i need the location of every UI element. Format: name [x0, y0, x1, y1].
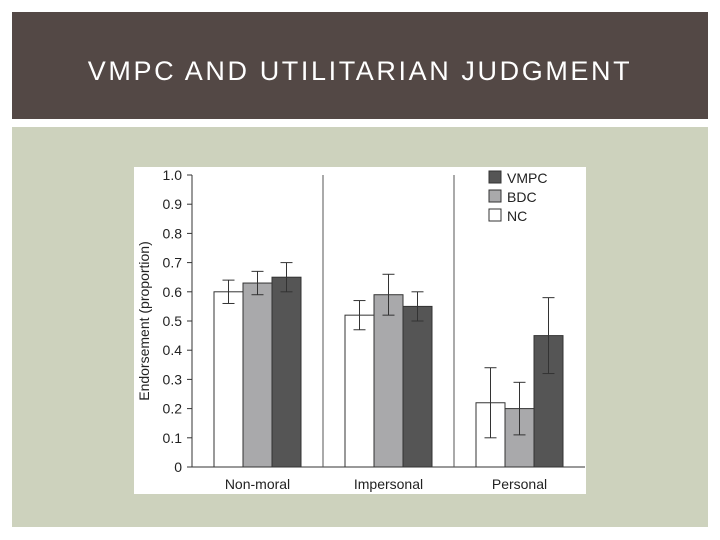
y-tick-label: 0.5 [163, 313, 183, 329]
x-tick-label: Non-moral [225, 476, 290, 492]
bar-nc [213, 291, 244, 468]
y-tick-label: 0 [174, 459, 182, 475]
y-tick-label: 0.6 [163, 284, 183, 300]
legend-swatch-nc [488, 208, 502, 222]
y-tick-label: 0.8 [163, 225, 183, 241]
slide-title: VMPC AND UTILITARIAN JUDGMENT [87, 56, 633, 86]
content-area: 0 0.1 0.2 0.3 0.4 0.5 0.6 0.7 0.8 0.9 1.0 Endorseme… [12, 127, 708, 527]
legend-label-vmpc: VMPC [507, 170, 547, 186]
chart-panel: 0 0.1 0.2 0.3 0.4 0.5 0.6 0.7 0.8 0.9 1.0 Endorseme… [134, 167, 586, 494]
legend-label-bdc: BDC [507, 189, 537, 205]
bar-bdc [373, 294, 404, 468]
x-tick-label: Personal [492, 476, 547, 492]
y-tick-label: 0.1 [163, 430, 183, 446]
y-tick-label: 0.4 [163, 342, 183, 358]
y-tick-label: 0.9 [163, 196, 183, 212]
bar-nc [344, 314, 375, 468]
bar-vmpc [402, 305, 433, 468]
y-tick-label: 0.2 [163, 401, 183, 417]
title-bar: VMPC AND UTILITARIAN JUDGMENT [12, 12, 708, 119]
legend-swatch-bdc [488, 189, 502, 203]
bar-vmpc [271, 276, 302, 468]
bar-bdc [242, 282, 273, 468]
bar-bdc [504, 408, 535, 468]
x-tick-label: Impersonal [354, 476, 423, 492]
legend-swatch-vmpc [488, 170, 502, 184]
bar-chart: 0 0.1 0.2 0.3 0.4 0.5 0.6 0.7 0.8 0.9 1.0 Endorseme… [136, 167, 585, 492]
y-tick-label: 1.0 [163, 167, 183, 183]
legend-label-nc: NC [507, 208, 527, 224]
y-tick-label: 0.7 [163, 255, 183, 271]
y-axis-label: Endorsement (proportion) [136, 241, 152, 401]
y-tick-label: 0.3 [163, 371, 183, 387]
